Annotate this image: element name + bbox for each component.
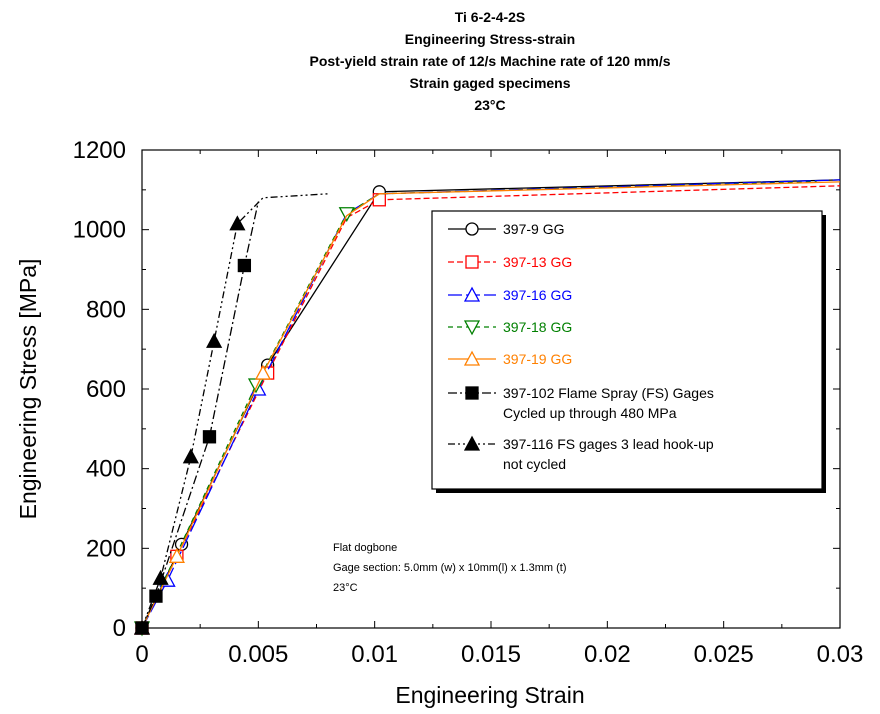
y-tick-label: 800 bbox=[86, 296, 126, 323]
y-tick-label: 1000 bbox=[73, 217, 126, 244]
series-line bbox=[141, 181, 817, 629]
data-point bbox=[149, 589, 163, 603]
data-point bbox=[152, 569, 169, 585]
legend-marker bbox=[463, 435, 481, 451]
y-axis-label: Engineering Stress [MPa] bbox=[15, 259, 41, 520]
data-point bbox=[237, 258, 252, 273]
legend-label: 397-13 GG bbox=[503, 254, 572, 270]
legend-label: 397-18 GG bbox=[503, 319, 572, 335]
data-point bbox=[338, 207, 355, 223]
legend-marker bbox=[465, 222, 479, 236]
x-axis-label: Engineering Strain bbox=[395, 682, 584, 708]
legend: 397-9 GG 397-13 GG 397-16 GG 397-18 GG 397-1… bbox=[431, 210, 826, 493]
legend-label: 397-19 GG bbox=[503, 351, 572, 367]
y-tick-label: 600 bbox=[86, 376, 126, 403]
title-line: Strain gaged specimens bbox=[409, 75, 570, 91]
x-tick-label: 0.005 bbox=[228, 641, 288, 668]
data-point bbox=[182, 448, 199, 464]
x-tick-label: 0 bbox=[135, 641, 148, 668]
legend-marker bbox=[463, 286, 481, 302]
legend-marker bbox=[463, 320, 481, 336]
data-point bbox=[229, 215, 246, 231]
legend-marker bbox=[465, 386, 479, 400]
series-line bbox=[141, 181, 841, 629]
data-point bbox=[254, 364, 272, 380]
x-tick-label: 0.025 bbox=[694, 641, 754, 668]
legend-label: 397-16 GG bbox=[503, 287, 572, 303]
legend-marker bbox=[463, 350, 481, 366]
title-line: 23°C bbox=[474, 97, 505, 113]
annotation-line: Flat dogbone bbox=[333, 542, 397, 554]
series-7 bbox=[133, 193, 329, 635]
x-tick-label: 0.02 bbox=[584, 641, 631, 668]
series-6 bbox=[135, 201, 259, 635]
y-tick-label: 0 bbox=[113, 615, 126, 642]
title-line: Post-yield strain rate of 12/s Machine r… bbox=[309, 53, 670, 69]
legend-label: 397-116 FS gages 3 lead hook-up bbox=[503, 436, 714, 452]
data-point bbox=[202, 430, 217, 444]
series-line bbox=[141, 201, 259, 629]
chart-title: Ti 6-2-4-2S Engineering Stress-strain Po… bbox=[309, 9, 670, 113]
y-tick-label: 200 bbox=[86, 535, 126, 562]
legend-label: 397-9 GG bbox=[503, 221, 564, 237]
x-tick-label: 0.03 bbox=[817, 641, 864, 668]
data-point bbox=[133, 619, 151, 635]
legend-label: 397-102 Flame Spray (FS) Gages bbox=[503, 385, 714, 401]
y-tick-label: 1200 bbox=[73, 137, 126, 164]
legend-label: Cycled up through 480 MPa bbox=[503, 405, 677, 421]
title-line: Ti 6-2-4-2S bbox=[455, 9, 526, 25]
legend-label: not cycled bbox=[503, 456, 566, 472]
y-tick-label: 400 bbox=[86, 456, 126, 483]
data-point bbox=[206, 332, 223, 348]
specimen-annotation: Flat dogbone Gage section: 5.0mm (w) x 1… bbox=[333, 542, 567, 594]
title-line: Engineering Stress-strain bbox=[405, 31, 575, 47]
data-point bbox=[168, 547, 185, 563]
legend-box bbox=[431, 210, 823, 490]
x-tick-label: 0.015 bbox=[461, 641, 521, 668]
annotation-line: 23°C bbox=[333, 582, 358, 594]
x-tick-label: 0.01 bbox=[351, 641, 398, 668]
legend-marker bbox=[465, 255, 479, 269]
annotation-line: Gage section: 5.0mm (w) x 10mm(l) x 1.3m… bbox=[333, 562, 567, 574]
